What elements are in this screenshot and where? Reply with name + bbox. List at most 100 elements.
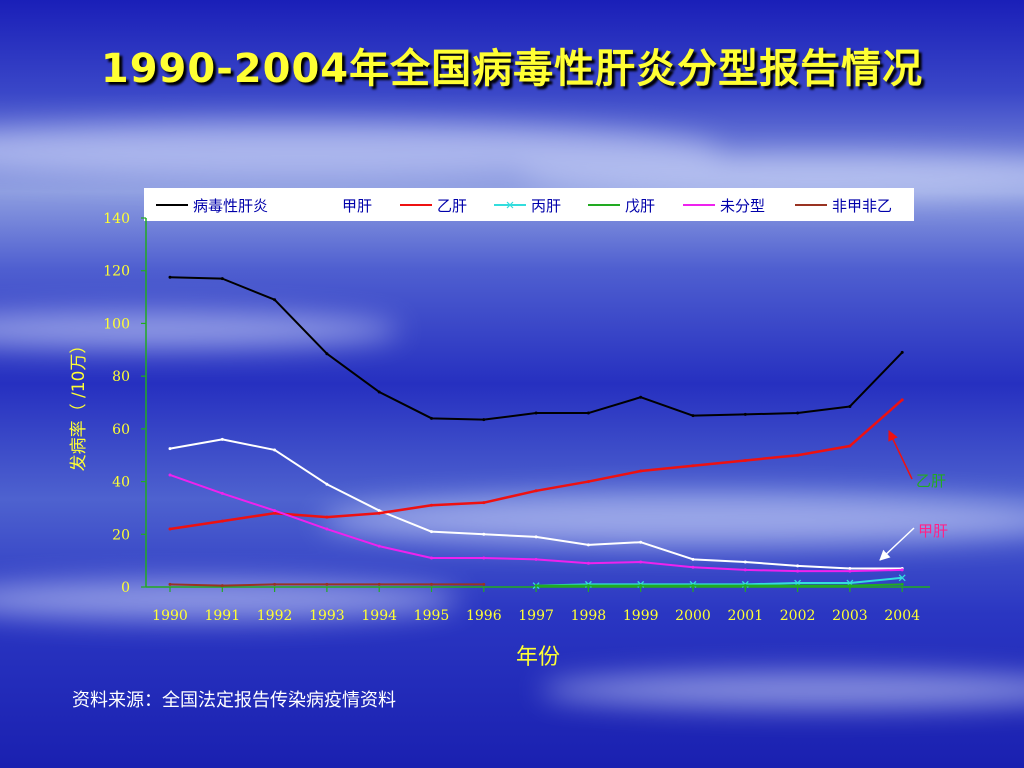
series-戊肝 [534, 582, 904, 588]
data-point [586, 584, 590, 588]
data-point [482, 532, 486, 536]
series-未分型 [168, 473, 904, 573]
y-tick-label: 120 [103, 264, 130, 280]
data-point [377, 544, 381, 548]
x-tick-label: 1995 [414, 608, 450, 624]
y-tick-label: 60 [112, 422, 130, 438]
data-point [482, 556, 486, 560]
y-tick-label: 20 [112, 527, 130, 543]
chart-legend: 病毒性肝炎 甲肝 乙肝 丙肝 戊肝 未分型 非甲非乙 [144, 188, 914, 221]
x-tick-label: 2001 [727, 608, 763, 624]
x-tick-label: 2002 [780, 608, 816, 624]
data-point [482, 418, 486, 422]
data-point [377, 582, 381, 586]
data-point [325, 527, 329, 531]
data-point [377, 509, 381, 513]
y-tick-label: 40 [112, 475, 130, 491]
annotation-arrow [879, 527, 915, 561]
data-point [325, 582, 329, 586]
x-tick-label: 1997 [518, 608, 554, 624]
y-tick-label: 0 [121, 580, 130, 596]
series-line [169, 438, 903, 570]
data-point [900, 350, 904, 354]
data-point [848, 404, 852, 408]
data-point [691, 584, 695, 588]
data-point [796, 411, 800, 415]
data-point [900, 568, 904, 572]
chart-axes: 0 20 40 60 80 100 120 140 1990 1991 1992 1993 1994 19… [69, 211, 930, 670]
chart-series [168, 275, 906, 590]
x-tick-label: 2004 [884, 608, 920, 624]
data-point [534, 557, 538, 561]
series-line [169, 398, 904, 531]
data-point [273, 298, 277, 302]
data-point [639, 560, 643, 564]
data-point [325, 515, 329, 519]
data-point [168, 447, 172, 451]
data-point [586, 543, 590, 547]
series-乙肝 [168, 398, 904, 531]
data-point [273, 448, 277, 452]
data-point [273, 582, 277, 586]
x-tick-label: 1996 [466, 608, 502, 624]
data-point [639, 584, 643, 588]
data-point [168, 275, 172, 279]
data-point [691, 414, 695, 418]
data-point [377, 390, 381, 394]
legend-marker [506, 201, 514, 209]
data-point [691, 565, 695, 569]
data-point [586, 411, 590, 415]
y-tick-label: 100 [103, 316, 130, 332]
data-point [586, 561, 590, 565]
data-point [482, 582, 486, 586]
data-point [743, 458, 747, 462]
data-point [639, 469, 643, 473]
legend-label: 丙肝 [531, 197, 561, 215]
data-point [848, 444, 852, 448]
data-point [220, 277, 224, 281]
x-tick-label: 1990 [152, 608, 188, 624]
data-point [586, 480, 590, 484]
legend-label: 甲肝 [342, 197, 372, 215]
data-point [220, 491, 224, 495]
legend-box [144, 188, 914, 221]
y-tick-label: 140 [103, 211, 130, 227]
data-point [743, 584, 747, 588]
annotation-label: 乙肝 [916, 472, 946, 490]
data-point [534, 584, 538, 588]
x-tick-label: 1992 [257, 608, 293, 624]
data-point [743, 412, 747, 416]
data-point [273, 509, 277, 513]
y-tick-label: 80 [112, 369, 130, 385]
slide-title: 1990-2004年全国病毒性肝炎分型报告情况 [100, 46, 924, 92]
data-point [848, 584, 852, 588]
data-point [220, 519, 224, 523]
data-point [743, 560, 747, 564]
series-line [169, 276, 903, 421]
data-point [220, 584, 224, 588]
data-point [898, 574, 906, 582]
series-甲肝 [168, 437, 904, 571]
data-point [848, 567, 852, 571]
legend-label: 非甲非乙 [832, 197, 892, 215]
data-source-note: 资料来源：全国法定报告传染病疫情资料 [72, 690, 396, 711]
data-point [168, 527, 172, 531]
x-tick-label: 1998 [571, 608, 607, 624]
x-tick-label: 2000 [675, 608, 711, 624]
data-point [377, 511, 381, 515]
data-point [848, 569, 852, 573]
data-point [168, 582, 172, 586]
data-point [743, 568, 747, 572]
series-病毒性肝炎 [168, 275, 904, 422]
x-tick-label: 1994 [361, 608, 397, 624]
data-point [482, 501, 486, 505]
x-tick-label: 1993 [309, 608, 345, 624]
data-point [220, 437, 224, 441]
y-axis-title: 发病率（ /10万） [69, 337, 89, 472]
x-axis-title: 年份 [516, 645, 560, 670]
data-point [639, 395, 643, 399]
data-point [534, 535, 538, 539]
